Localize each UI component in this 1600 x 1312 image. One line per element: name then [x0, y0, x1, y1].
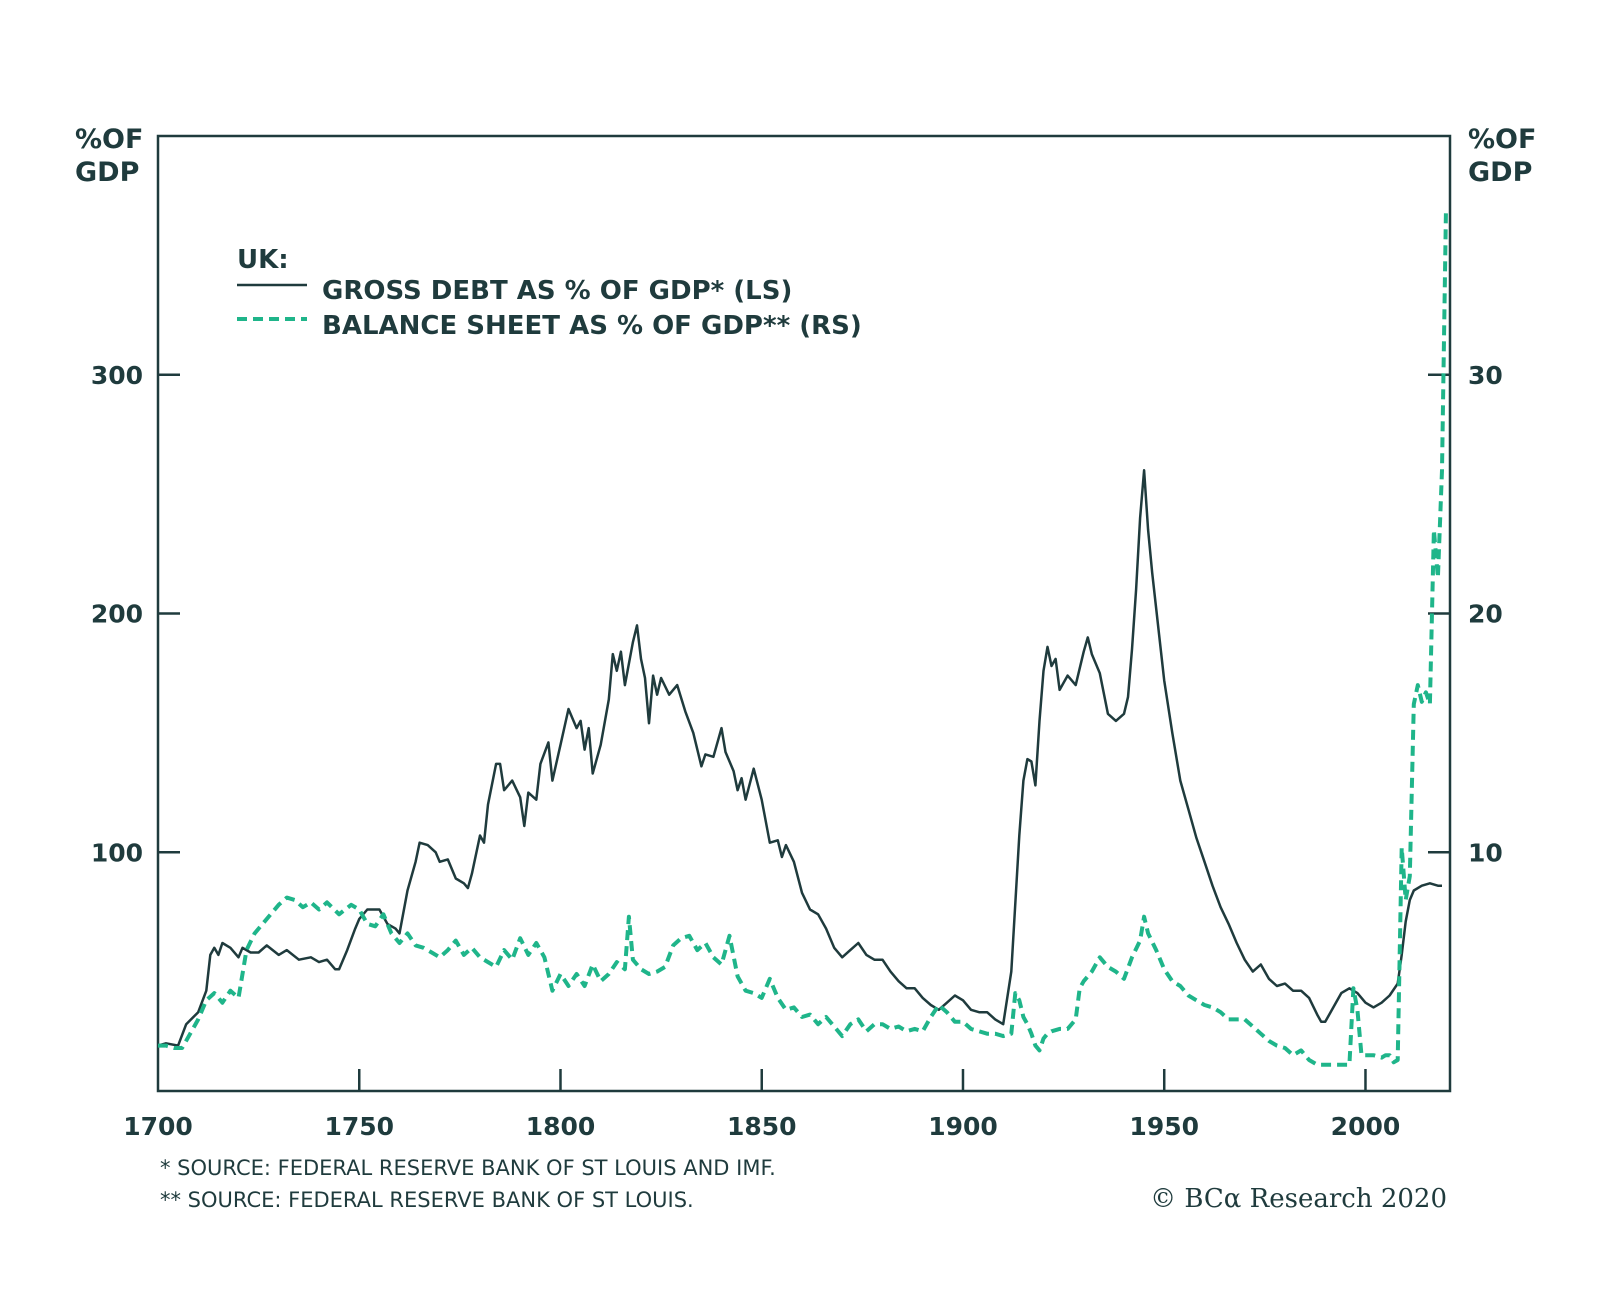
axis-ticks: 1700 1750 1800 1850 1900 1950 2000 100 200 300 10 2… [91, 361, 1503, 1141]
gross-debt-line [157, 469, 1442, 1047]
x-tick-label: 1700 [123, 1112, 193, 1141]
right-unit-label-line2: GDP [1468, 157, 1532, 188]
legend-entry-balance: BALANCE SHEET AS % OF GDP** (RS) [322, 311, 862, 341]
legend-entry-debt: GROSS DEBT AS % OF GDP* (LS) [322, 276, 792, 306]
right-unit-label-line1: %OF [1468, 124, 1536, 155]
x-tick-label: 1750 [324, 1112, 394, 1141]
footnote-1: * SOURCE: FEDERAL RESERVE BANK OF ST LOU… [160, 1156, 776, 1180]
left-unit-label-line1: %OF [75, 124, 143, 155]
right-y-tick-label: 20 [1468, 600, 1503, 629]
footnote-2: ** SOURCE: FEDERAL RESERVE BANK OF ST LO… [160, 1188, 694, 1212]
right-y-tick-label: 10 [1468, 838, 1503, 867]
left-y-tick-label: 100 [91, 838, 143, 867]
copyright-text: © BCα Research 2020 [1150, 1184, 1447, 1214]
legend: UK: GROSS DEBT AS % OF GDP* (LS) BALANCE… [237, 245, 862, 341]
left-unit-label-line2: GDP [75, 157, 139, 188]
left-y-tick-label: 300 [91, 361, 143, 390]
legend-title: UK: [237, 245, 289, 275]
balance-sheet-line [158, 207, 1448, 1067]
left-y-tick-label: 200 [91, 600, 143, 629]
x-tick-label: 1950 [1129, 1112, 1199, 1141]
x-tick-label: 2000 [1331, 1112, 1401, 1141]
x-tick-label: 1850 [727, 1112, 797, 1141]
right-y-tick-label: 30 [1468, 361, 1503, 390]
x-tick-label: 1900 [928, 1112, 998, 1141]
series-lines [157, 207, 1448, 1067]
x-tick-label: 1800 [526, 1112, 596, 1141]
